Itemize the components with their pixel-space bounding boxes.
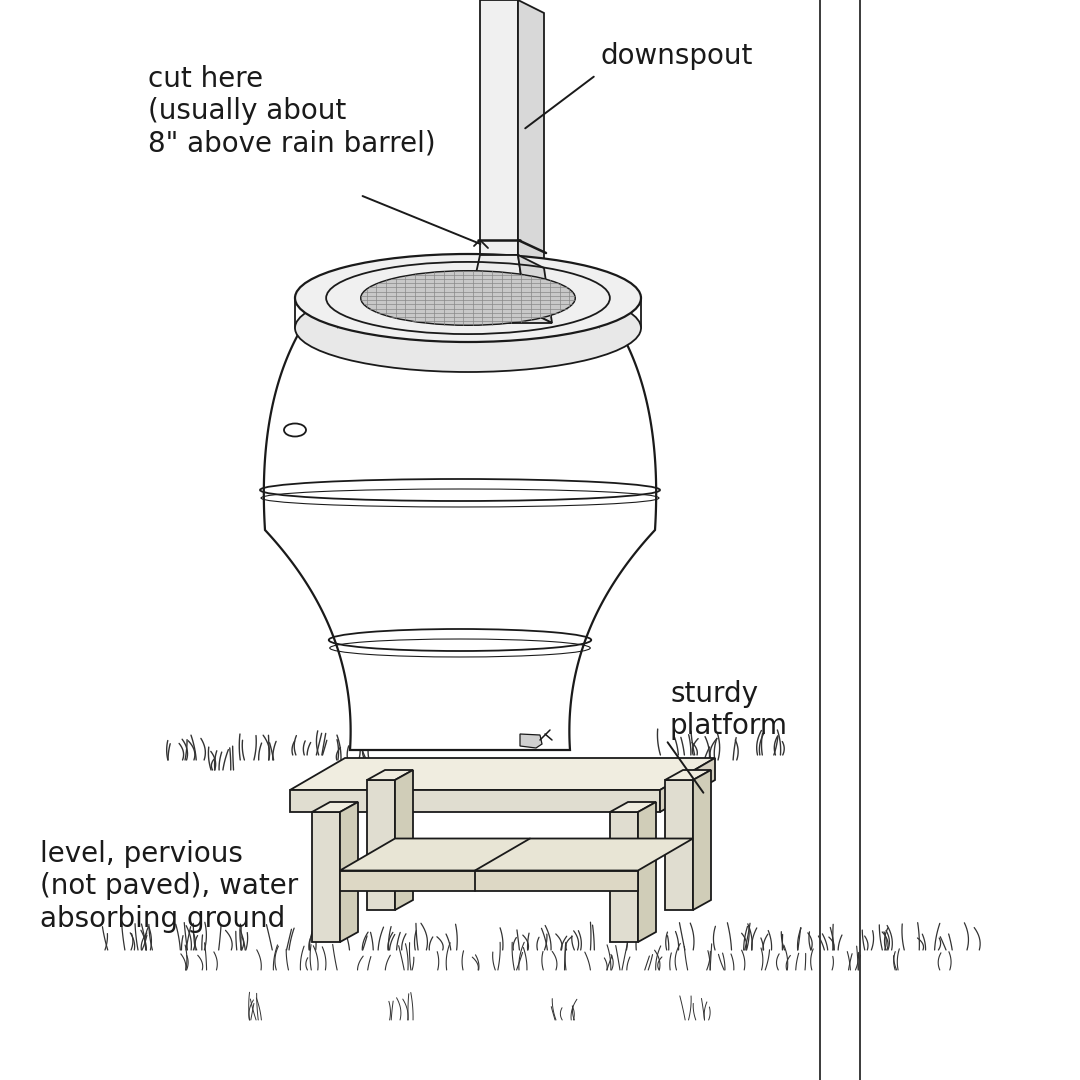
Polygon shape <box>610 812 638 942</box>
Polygon shape <box>340 802 357 942</box>
Ellipse shape <box>284 423 306 436</box>
Text: cut here
(usually about
8" above rain barrel): cut here (usually about 8" above rain ba… <box>148 65 435 158</box>
Polygon shape <box>480 0 518 255</box>
Polygon shape <box>468 255 526 310</box>
Polygon shape <box>291 789 660 812</box>
Polygon shape <box>312 812 340 942</box>
Text: downspout: downspout <box>600 42 753 70</box>
Polygon shape <box>518 0 544 268</box>
Polygon shape <box>291 758 715 789</box>
Polygon shape <box>367 770 413 780</box>
Ellipse shape <box>295 254 642 342</box>
Polygon shape <box>340 838 693 870</box>
Polygon shape <box>518 255 552 323</box>
Text: sturdy
platform: sturdy platform <box>670 680 788 741</box>
Polygon shape <box>519 734 542 748</box>
Polygon shape <box>665 770 711 780</box>
Polygon shape <box>468 310 552 323</box>
Polygon shape <box>264 291 657 750</box>
Polygon shape <box>660 758 715 812</box>
Ellipse shape <box>361 271 576 325</box>
Polygon shape <box>638 802 656 942</box>
Text: level, pervious
(not paved), water
absorbing ground: level, pervious (not paved), water absor… <box>40 840 298 933</box>
Polygon shape <box>665 780 693 910</box>
Polygon shape <box>340 870 638 891</box>
Polygon shape <box>312 802 357 812</box>
Polygon shape <box>610 802 656 812</box>
Ellipse shape <box>295 284 642 372</box>
Polygon shape <box>693 770 711 910</box>
Polygon shape <box>367 780 395 910</box>
Polygon shape <box>395 770 413 910</box>
